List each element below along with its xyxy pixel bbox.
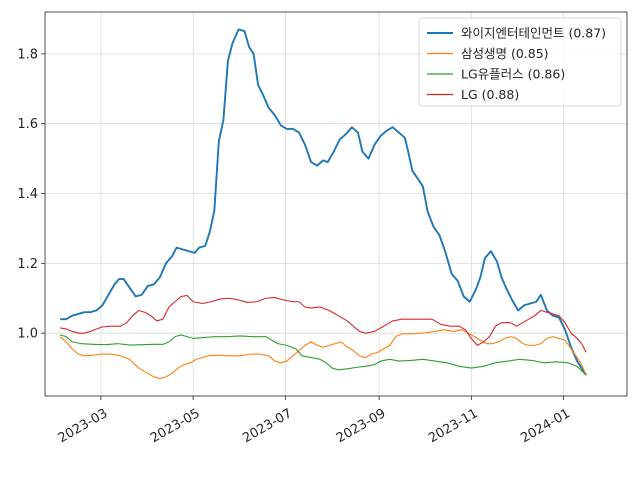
y-tick-label: 1.6 xyxy=(17,117,38,132)
y-tick-label: 1.2 xyxy=(17,257,38,272)
series-line-0 xyxy=(60,28,587,376)
x-tick-label: 2023-07 xyxy=(240,406,295,446)
x-tick-label: 2023-09 xyxy=(334,406,389,446)
y-tick-label: 1.8 xyxy=(17,47,38,62)
plot-frame xyxy=(44,11,628,397)
legend-entry-0: 와이지엔터테인먼트 (0.87) xyxy=(461,26,606,41)
legend-entry-3: LG (0.88) xyxy=(461,87,519,102)
y-tick-label: 1.4 xyxy=(17,187,38,202)
x-axis: 2023-03 2023-05 2023-07 2023-09 2023-11 2024-… xyxy=(56,396,573,446)
series-line-2 xyxy=(59,334,587,376)
x-tick-label: 2023-03 xyxy=(56,406,111,446)
series-line-1 xyxy=(59,329,587,380)
legend-box xyxy=(418,17,622,107)
x-tick-label: 2023-05 xyxy=(148,406,203,446)
series-layer xyxy=(59,28,587,380)
y-tick-label: 1.0 xyxy=(17,327,38,342)
series-line-3 xyxy=(60,294,587,353)
y-axis: 1.0 1.2 1.4 1.6 1.8 xyxy=(17,47,45,342)
x-tick-label: 2024-01 xyxy=(518,406,573,446)
legend: 와이지엔터테인먼트 (0.87) 삼성생명 (0.85) LG유플러스 (0.86)… xyxy=(418,17,622,107)
x-tick-label: 2023-11 xyxy=(426,406,481,446)
legend-entry-1: 삼성생명 (0.85) xyxy=(461,46,549,61)
legend-entry-2: LG유플러스 (0.86) xyxy=(461,67,565,82)
